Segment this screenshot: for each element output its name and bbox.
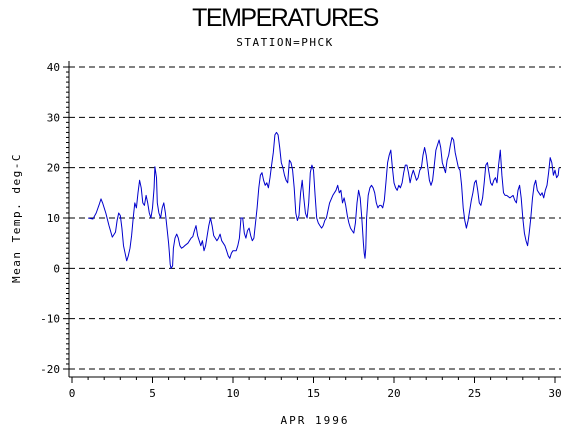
tick-labels: -20 -10 0 10 20 30 40 0 5 10 15 20 25 30	[40, 61, 562, 400]
y-tick-label: 10	[47, 212, 60, 225]
gridlines	[69, 66, 561, 370]
y-axis-label: Mean Temp. deg-C	[10, 153, 23, 283]
y-tick-label: 20	[47, 162, 60, 175]
y-tick-label: 0	[53, 262, 60, 275]
x-tick-label: 30	[548, 387, 561, 400]
series-line	[87, 131, 560, 269]
y-tick-label: 40	[47, 61, 60, 74]
x-tick-label: 25	[468, 387, 481, 400]
data-series	[87, 131, 560, 269]
x-tick-label: 15	[307, 387, 320, 400]
chart-title: TEMPERATURES	[192, 4, 379, 32]
y-tick-label: -10	[40, 313, 60, 326]
x-tick-label: 20	[387, 387, 400, 400]
x-tick-label: 10	[226, 387, 239, 400]
x-tick-label: 0	[69, 387, 76, 400]
axes	[68, 61, 561, 378]
tick-marks	[63, 66, 556, 383]
y-tick-label: 30	[47, 111, 60, 124]
chart-subtitle: STATION=PHCK	[236, 36, 334, 49]
x-tick-label: 5	[149, 387, 156, 400]
x-axis-label: APR 1996	[281, 414, 350, 427]
y-tick-label: -20	[40, 363, 60, 376]
